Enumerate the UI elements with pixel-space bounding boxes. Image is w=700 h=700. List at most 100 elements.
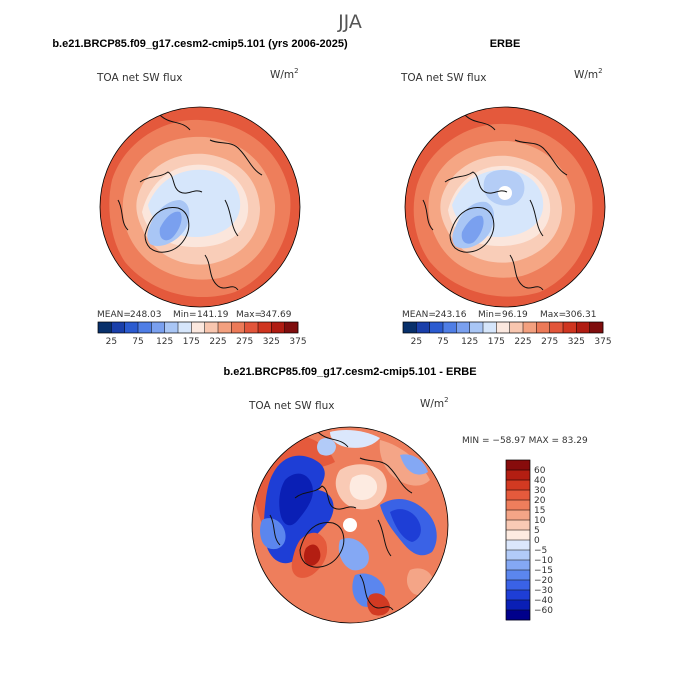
colorbar-tick-label: 125 [461,337,478,347]
colorbar-swatch [456,322,470,333]
colorbar-tick-label: 75 [437,337,448,347]
contour-band [317,438,336,456]
contour-band [260,518,286,550]
colorbar-swatch [231,322,245,333]
colorbar-swatch [124,322,139,333]
stats-row: MEAN= 248.03 Min= 141.19 Max= 347.69 [97,310,292,320]
colorbar-swatch [204,322,219,333]
minmax-label: MIN = −58.97 MAX = 83.29 [462,436,588,446]
colorbar-swatch [244,322,259,333]
colorbar-tick-label: −5 [534,546,547,556]
map-border [404,106,606,308]
contour-band [367,593,390,616]
colorbar-swatch [164,322,179,333]
contour-band [461,215,484,244]
coastlines [117,114,263,291]
colorbar-swatch [506,550,530,561]
variable-label: TOA net SW flux [248,400,334,412]
colorbar-tick-label: 40 [534,476,546,486]
stat-min-label: Min= [478,310,502,320]
colorbar-tick-label: 225 [209,337,226,347]
variable-label: TOA net SW flux [96,72,182,84]
colorbar-tick-label: 175 [488,337,505,347]
contour-band [349,474,378,500]
variable-label: TOA net SW flux [400,72,486,84]
colorbar-tick-label: −30 [534,586,553,596]
colorbar-swatch [506,590,530,601]
colorbar-swatch [506,470,530,481]
contour-band [330,430,380,448]
contour-band [390,509,421,542]
missing-data [343,518,357,532]
colorbar-tick-label: 275 [541,337,558,347]
stat-min-label: Min= [173,310,197,320]
colorbar-tick-label: 0 [534,536,540,546]
stat-min-value: 96.19 [502,310,528,320]
panel-title: ERBE [490,38,521,50]
colorbar-swatch [258,322,272,333]
colorbar-frame [402,321,604,334]
colorbar-tick-label: 325 [568,337,585,347]
colorbar-tick-label: 10 [534,516,546,526]
colorbar-swatch [191,322,205,333]
season-title: JJA [337,11,362,33]
coastlines [422,114,568,291]
colorbar-swatch [138,322,152,333]
colorbar-swatch [523,322,537,333]
colorbar-swatch [506,510,530,521]
colorbar-tick-label: 375 [594,337,611,347]
stat-max-label: Max= [540,310,566,320]
map-border [251,426,449,624]
stat-mean-value: 248.03 [130,310,162,320]
contour-band [159,211,182,241]
missing-data [498,186,512,200]
colorbar-swatch [483,322,497,333]
colorbar-tick-label: −20 [534,576,553,586]
colorbar-swatch [443,322,457,333]
panel-title: b.e21.BRCP85.f09_g17.cesm2-cmip5.101 - E… [223,366,476,378]
colorbar-frame [97,321,299,334]
colorbar-tick-label: 25 [106,337,117,347]
colorbar-swatch [506,560,530,571]
colorbar-swatch [416,322,430,333]
colorbar-swatch [563,322,577,333]
contour-band [279,473,313,526]
stat-max-value: 306.31 [565,310,597,320]
stat-mean-label: MEAN= [402,310,436,320]
colorbar-swatch [218,322,232,333]
coastlines [269,431,413,611]
colorbar-swatch [284,322,299,333]
colorbar-tick-label: 375 [289,337,306,347]
colorbar-swatch [506,540,530,551]
colorbar-swatch [429,322,444,333]
colorbar-swatch [506,500,530,511]
units-label: W/m2 [574,67,603,81]
colorbar-tick-label: 325 [263,337,280,347]
colorbar-tick-label: 225 [514,337,531,347]
colorbar-swatch [536,322,550,333]
colorbar-swatch [178,322,192,333]
colorbar-tick-label: 75 [132,337,143,347]
colorbar-tick-label: 60 [534,466,546,476]
panel-title: b.e21.BRCP85.f09_g17.cesm2-cmip5.101 (yr… [52,38,348,50]
colorbar-tick-label: 175 [183,337,200,347]
colorbar-tick-label: 15 [534,506,545,516]
contour-band [303,544,321,566]
stat-mean-value: 243.16 [435,310,467,320]
colorbar-swatch [403,322,417,333]
polar-map [252,427,448,623]
stat-min-value: 141.19 [197,310,229,320]
panel-difference: b.e21.BRCP85.f09_g17.cesm2-cmip5.101 - E… [223,366,588,624]
polar-map [100,107,300,307]
colorbar: 25 75 125 175 225 275 325 375 [97,321,307,347]
colorbar-swatch [506,600,530,611]
colorbar-tick-label: −40 [534,596,553,606]
stat-max-label: Max= [236,310,262,320]
colorbar-swatch [549,322,564,333]
colorbar-tick-label: 25 [411,337,422,347]
colorbar-swatch [509,322,524,333]
colorbar-tick-label: −60 [534,606,553,616]
contour-band [338,538,369,571]
colorbar-swatch [506,570,530,581]
